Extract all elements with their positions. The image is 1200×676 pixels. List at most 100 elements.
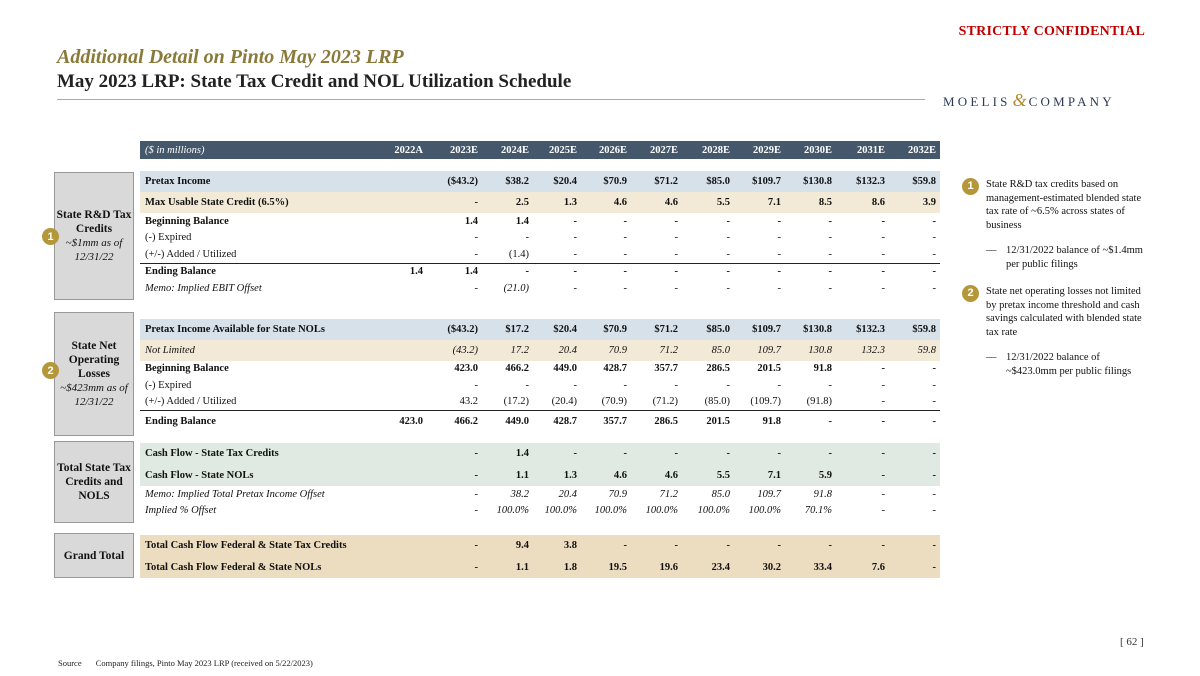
table-cell: 423.0 xyxy=(380,410,427,432)
table-cell xyxy=(380,339,427,361)
table-cell: 5.5 xyxy=(682,192,734,213)
table-cell xyxy=(380,246,427,263)
table-cell: - xyxy=(726,248,731,260)
table-cell: $130.8 xyxy=(785,318,836,340)
table-cell: (91.8) xyxy=(806,396,832,408)
table-cell: - xyxy=(785,262,836,280)
table-cell: 4.6 xyxy=(581,192,631,213)
table-cell: - xyxy=(734,262,785,280)
table-cell: - xyxy=(932,396,937,408)
table-cell: - xyxy=(932,363,937,375)
table-cell: - xyxy=(777,282,782,294)
table-cell xyxy=(380,361,427,378)
section-title-grand: Grand Total xyxy=(63,549,125,562)
table-cell: - xyxy=(777,248,782,260)
table-cell: - xyxy=(881,396,886,408)
table-cell: - xyxy=(427,464,482,486)
table-cell: - xyxy=(726,379,731,391)
badge-2-icon: 2 xyxy=(42,362,59,379)
table-cell: 7.1 xyxy=(734,464,785,486)
table-cell: - xyxy=(889,262,940,280)
table-cell xyxy=(380,192,427,213)
year-header: 2025E xyxy=(533,141,581,159)
table-cell: - xyxy=(623,282,628,294)
table-row: Total Cash Flow Federal & State Tax Cred… xyxy=(140,535,940,556)
table-cell: 70.9 xyxy=(581,339,631,361)
table-cell: $85.0 xyxy=(682,171,734,192)
table-cell: 2.5 xyxy=(482,192,533,213)
page-title: May 2023 LRP: State Tax Credit and NOL U… xyxy=(57,71,572,92)
table-cell: - xyxy=(573,232,578,244)
table-cell: - xyxy=(777,215,782,227)
table-cell: - xyxy=(674,379,679,391)
table-cell: $59.8 xyxy=(889,318,940,340)
row-label: Ending Balance xyxy=(140,262,380,280)
table-row: Cash Flow - State Tax Credits -1.4- - - - - - -… xyxy=(140,443,940,464)
table-cell: 132.3 xyxy=(836,339,889,361)
table-cell: - xyxy=(881,379,886,391)
year-header: 2031E xyxy=(836,141,889,159)
table-cell: 100.0% xyxy=(645,505,678,517)
table-cell xyxy=(380,280,427,297)
table-cell: ($43.2) xyxy=(427,171,482,192)
company-logo: MOELIS & COMPANY xyxy=(943,90,1115,111)
table-cell: 43.2 xyxy=(459,396,478,408)
table-cell: - xyxy=(674,282,679,294)
table-cell: - xyxy=(785,410,836,432)
row-label: Max Usable State Credit (6.5%) xyxy=(140,192,380,213)
table-cell: - xyxy=(474,505,479,517)
table-cell: - xyxy=(889,464,940,486)
table-row: Max Usable State Credit (6.5%) -2.5 1.3 4.6… xyxy=(140,192,940,213)
dash-icon: — xyxy=(986,245,997,256)
table-cell: $38.2 xyxy=(482,171,533,192)
year-header: 2028E xyxy=(682,141,734,159)
table-cell: (43.2) xyxy=(427,339,482,361)
section-title-rnd: State R&D Tax Credits xyxy=(56,209,132,235)
table-cell: - xyxy=(785,535,836,556)
table-cell: - xyxy=(623,248,628,260)
table-cell: 1.3 xyxy=(533,192,581,213)
spacer-row xyxy=(140,432,940,443)
table-cell: 100.0% xyxy=(496,505,529,517)
note-2-badge-icon: 2 xyxy=(962,285,979,302)
table-cell: 1.1 xyxy=(482,464,533,486)
table-cell: - xyxy=(881,215,886,227)
table-cell: - xyxy=(533,262,581,280)
table-cell: 70.9 xyxy=(608,488,627,500)
table-cell: - xyxy=(932,488,937,500)
table-cell xyxy=(380,535,427,556)
section-title-total: Total State Tax Credits and NOLS xyxy=(57,462,131,502)
table-cell: - xyxy=(474,248,479,260)
table-cell: $109.7 xyxy=(734,318,785,340)
table-cell: 100.0% xyxy=(697,505,730,517)
table-cell: 71.2 xyxy=(659,488,678,500)
table-cell: - xyxy=(726,232,731,244)
table-cell: 71.2 xyxy=(631,339,682,361)
table-cell xyxy=(380,503,427,520)
section-box-rnd: State R&D Tax Credits ~$1mm as of 12/31/… xyxy=(54,172,134,300)
table-cell: 357.7 xyxy=(654,363,678,375)
table-cell: 30.2 xyxy=(734,556,785,578)
table-cell xyxy=(380,443,427,464)
table-cell: 1.4 xyxy=(515,215,529,227)
table-cell: 130.8 xyxy=(785,339,836,361)
table-cell: $17.2 xyxy=(482,318,533,340)
table-cell: - xyxy=(889,535,940,556)
year-header: 2032E xyxy=(889,141,940,159)
table-row: (+/-) Added / Utilized 43.2 (17.2) (20.4) (7… xyxy=(140,394,940,411)
table-cell: - xyxy=(474,232,479,244)
table-cell: - xyxy=(828,379,833,391)
spacer-row xyxy=(140,297,940,319)
table-cell: $20.4 xyxy=(533,171,581,192)
table-cell: 91.8 xyxy=(813,488,832,500)
table-cell: 38.2 xyxy=(510,488,529,500)
page-number: [ 62 ] xyxy=(1120,636,1144,648)
table-cell: (71.2) xyxy=(652,396,678,408)
year-header: 2026E xyxy=(581,141,631,159)
table-cell: - xyxy=(836,262,889,280)
year-header: 2030E xyxy=(785,141,836,159)
table-cell: (109.7) xyxy=(750,396,781,408)
table-cell: - xyxy=(674,215,679,227)
table-cell: 357.7 xyxy=(581,410,631,432)
table-cell: 4.6 xyxy=(631,464,682,486)
